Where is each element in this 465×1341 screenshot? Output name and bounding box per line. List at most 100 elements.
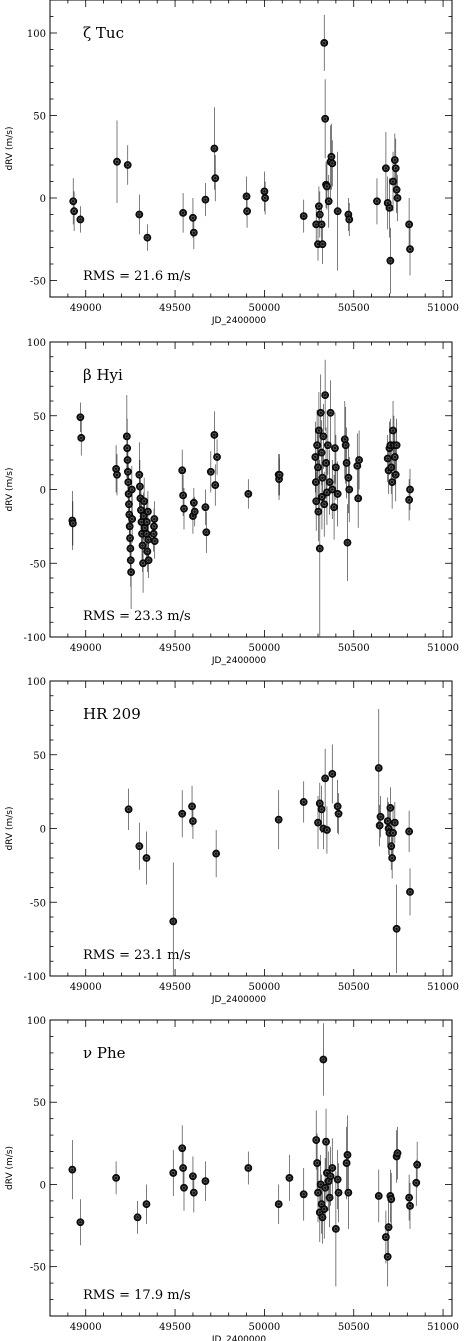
rms-annotation: RMS = 23.1 m/s — [83, 948, 191, 963]
data-point — [68, 1165, 77, 1174]
data-point — [242, 192, 251, 201]
data-point-ring — [407, 497, 412, 502]
data-point — [388, 854, 397, 862]
data-point-ring — [330, 161, 335, 166]
data-point — [318, 1213, 327, 1222]
data-point-ring — [387, 205, 392, 210]
y-tick-label: 50 — [33, 751, 46, 762]
x-tick-label: 50500 — [338, 303, 370, 314]
data-point-ring — [137, 484, 142, 489]
data-point — [389, 177, 397, 186]
data-point-ring — [128, 536, 132, 541]
data-point — [392, 924, 401, 933]
data-point — [392, 441, 401, 450]
data-point — [244, 490, 253, 498]
data-point — [331, 1224, 340, 1233]
data-point — [333, 490, 342, 498]
data-point — [210, 431, 219, 439]
data-point-ring — [318, 410, 323, 415]
data-point — [201, 195, 210, 204]
y-tick-label: 100 — [27, 677, 46, 688]
data-point-ring — [323, 116, 328, 121]
data-point — [123, 444, 132, 453]
data-point — [331, 463, 340, 472]
data-point — [275, 470, 284, 479]
x-axis-title: JD_2400000 — [211, 1335, 266, 1341]
data-point-ring — [152, 517, 157, 521]
data-point-ring — [325, 184, 329, 189]
data-point-ring — [415, 1162, 420, 1167]
data-point-ring — [391, 179, 395, 184]
data-point — [327, 152, 336, 161]
data-point — [391, 470, 400, 479]
data-point — [144, 556, 153, 565]
data-point-ring — [208, 469, 213, 474]
data-point-ring — [344, 461, 349, 465]
data-point-ring — [319, 222, 324, 227]
data-point — [319, 1055, 328, 1064]
data-point-ring — [325, 828, 329, 832]
data-point — [390, 156, 399, 164]
data-point-ring — [320, 242, 325, 247]
data-point — [189, 228, 198, 237]
data-point — [313, 1159, 322, 1167]
data-point-ring — [328, 1174, 333, 1179]
data-point-ring — [182, 506, 186, 511]
data-point — [314, 818, 322, 827]
data-point-ring — [336, 811, 341, 816]
data-point-ring — [343, 443, 348, 448]
data-point-ring — [395, 1151, 400, 1156]
data-point-ring — [389, 465, 394, 470]
data-point — [70, 207, 79, 216]
x-tick-label: 49000 — [70, 643, 102, 654]
data-point-ring — [301, 800, 306, 804]
data-point-ring — [332, 505, 336, 510]
y-axis-title: dRV (m/s) — [5, 467, 15, 511]
data-point-ring — [204, 530, 209, 535]
data-point-ring — [376, 766, 381, 770]
data-point — [334, 1188, 343, 1197]
x-tick-label: 50500 — [338, 1322, 370, 1333]
data-point-ring — [335, 804, 340, 809]
data-point-ring — [125, 469, 130, 474]
data-point — [143, 233, 152, 242]
x-tick-label: 51000 — [427, 643, 459, 654]
data-point-ring — [319, 1202, 324, 1207]
data-point — [405, 1193, 414, 1202]
rms-annotation: RMS = 21.6 m/s — [83, 269, 191, 284]
data-point — [315, 210, 324, 219]
x-tick-label: 50000 — [248, 643, 280, 654]
data-point-ring — [316, 509, 321, 514]
data-point — [344, 1188, 353, 1197]
data-point — [178, 466, 187, 475]
data-point-ring — [323, 1185, 328, 1190]
data-point — [374, 1192, 383, 1200]
data-point — [389, 426, 397, 435]
data-point — [331, 444, 339, 453]
data-point-ring — [316, 1190, 320, 1195]
data-point-ring — [287, 1175, 292, 1180]
data-point-ring — [393, 472, 398, 477]
data-point — [390, 453, 399, 461]
data-point — [413, 1160, 422, 1169]
data-point — [334, 809, 343, 818]
data-point-ring — [129, 570, 134, 575]
data-point-ring — [330, 487, 335, 492]
data-point — [320, 39, 329, 47]
data-point — [321, 391, 330, 399]
data-point-ring — [390, 856, 395, 860]
panel-3: 49000 49500 50000 50500 51000 -100 -50 0 50 100 JD… — [5, 677, 459, 1005]
data-point — [76, 413, 85, 422]
data-point — [243, 207, 251, 216]
data-point — [412, 1178, 421, 1187]
data-point — [314, 1188, 322, 1197]
data-point — [125, 522, 134, 531]
data-point-ring — [191, 1174, 195, 1179]
data-point-ring — [314, 1138, 319, 1142]
data-point — [406, 245, 414, 254]
data-point — [202, 528, 211, 537]
data-point — [383, 817, 392, 826]
data-point-ring — [392, 455, 397, 459]
y-tick-label: 50 — [33, 112, 46, 123]
data-point — [124, 478, 133, 487]
